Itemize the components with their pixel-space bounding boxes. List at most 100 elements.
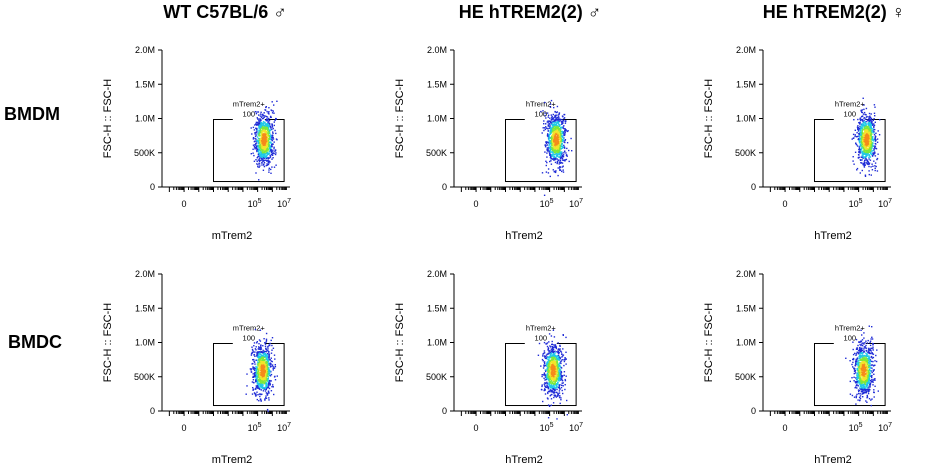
event-dot xyxy=(265,156,267,158)
event-dot xyxy=(265,115,267,118)
event-dot xyxy=(549,175,551,178)
event-dot xyxy=(267,390,270,392)
event-dot xyxy=(868,144,870,146)
y-tick-label: 1.0M xyxy=(736,114,756,124)
event-dot xyxy=(558,151,560,153)
event-dot xyxy=(861,111,864,114)
event-dot xyxy=(267,127,270,129)
event-dot xyxy=(546,367,549,369)
event-dot xyxy=(560,360,563,362)
event-dot xyxy=(859,131,861,133)
event-dot xyxy=(863,140,865,142)
event-dot xyxy=(265,150,267,152)
event-dot xyxy=(269,145,271,148)
event-dot xyxy=(260,152,262,154)
event-dot xyxy=(553,171,555,173)
event-dot xyxy=(549,354,551,356)
event-dot xyxy=(252,366,254,368)
event-dot xyxy=(870,113,872,115)
event-dot xyxy=(550,141,552,143)
event-dot xyxy=(265,146,267,149)
event-dot xyxy=(265,392,268,394)
x-tick-exponent: 7 xyxy=(579,422,583,429)
event-dot xyxy=(257,387,259,389)
event-dot xyxy=(550,114,552,116)
event-dot xyxy=(860,132,862,134)
event-dot xyxy=(552,388,555,391)
event-dot xyxy=(554,358,557,360)
event-dot xyxy=(860,110,862,112)
event-dot xyxy=(562,120,564,122)
event-dot xyxy=(548,140,551,142)
event-dot xyxy=(561,356,563,358)
event-dot xyxy=(866,145,869,147)
event-dot xyxy=(554,138,557,140)
event-dot xyxy=(863,139,866,142)
event-dot xyxy=(559,373,561,375)
event-dot xyxy=(553,384,555,386)
event-dot xyxy=(561,157,564,160)
event-dot xyxy=(549,360,551,362)
event-dot xyxy=(264,131,266,133)
event-dot xyxy=(557,384,559,386)
event-dot xyxy=(261,385,264,387)
event-dot xyxy=(554,352,557,354)
event-dot xyxy=(266,370,268,373)
event-dot xyxy=(266,355,269,357)
event-dot xyxy=(551,140,553,142)
event-dot xyxy=(267,153,269,155)
event-dot xyxy=(251,363,253,365)
event-dot xyxy=(261,368,263,371)
event-dot xyxy=(870,144,873,147)
event-dot xyxy=(560,376,563,378)
event-dot xyxy=(265,341,267,343)
event-dot xyxy=(864,140,866,142)
event-dot xyxy=(563,118,565,120)
event-dot xyxy=(267,391,270,393)
event-dot xyxy=(261,127,264,130)
event-dot xyxy=(262,349,264,352)
event-dot xyxy=(258,377,261,379)
event-dot xyxy=(871,163,873,165)
event-dot xyxy=(543,365,545,367)
event-dot xyxy=(557,368,559,370)
event-dot xyxy=(553,361,555,363)
event-dot xyxy=(554,151,556,153)
event-dot xyxy=(260,369,262,372)
event-dot xyxy=(557,122,560,125)
event-dot xyxy=(256,146,259,148)
event-dot xyxy=(866,136,868,139)
event-dot xyxy=(265,367,268,369)
event-dot xyxy=(547,124,549,126)
event-dot xyxy=(268,362,270,365)
event-dot xyxy=(551,389,553,392)
event-dot xyxy=(863,138,865,141)
event-dot xyxy=(256,398,258,401)
event-dot xyxy=(864,174,867,176)
event-dot xyxy=(860,150,862,152)
event-dot xyxy=(262,371,264,373)
event-dot xyxy=(265,388,267,391)
event-dot xyxy=(265,137,268,140)
event-dot xyxy=(257,370,260,372)
event-dot xyxy=(548,141,550,143)
event-dot xyxy=(261,363,263,365)
event-dot xyxy=(563,360,566,363)
event-dot xyxy=(870,152,872,154)
event-dot xyxy=(548,368,550,370)
event-dot xyxy=(551,126,554,128)
event-dot xyxy=(265,374,267,377)
event-dot xyxy=(269,383,271,385)
event-dot xyxy=(258,375,261,377)
event-dot xyxy=(556,138,558,140)
event-dot xyxy=(255,378,257,380)
event-dot xyxy=(865,131,867,133)
event-dot xyxy=(263,148,265,151)
event-dot xyxy=(866,159,868,161)
y-tick-label: 1.5M xyxy=(736,79,756,89)
event-dot xyxy=(868,154,871,156)
event-dot xyxy=(558,371,561,373)
event-dot xyxy=(867,139,870,141)
event-dot xyxy=(563,359,565,361)
